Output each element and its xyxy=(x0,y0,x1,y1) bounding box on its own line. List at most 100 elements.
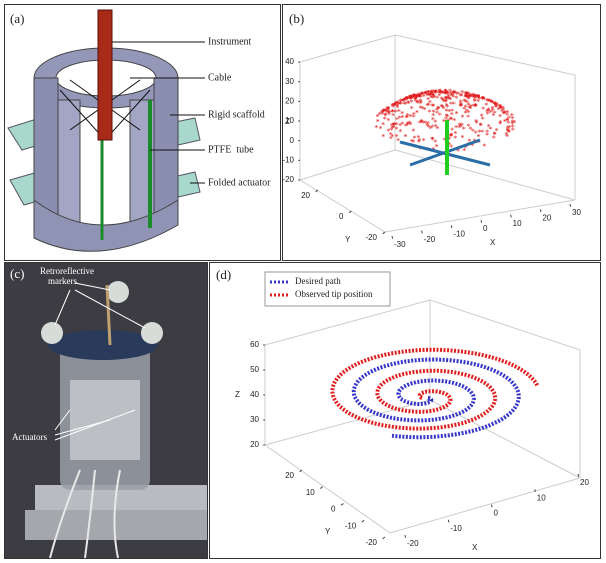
panel-label: (d) xyxy=(216,267,231,282)
point: * xyxy=(471,93,475,102)
point: * xyxy=(466,113,470,122)
point: * xyxy=(431,135,435,144)
point: * xyxy=(432,102,436,111)
tick-label: -10 xyxy=(450,524,462,533)
tick-label: 30 xyxy=(285,77,294,86)
tick-label: 20 xyxy=(250,440,259,449)
point: * xyxy=(482,95,486,104)
axis-label: Y xyxy=(325,527,331,536)
point: * xyxy=(461,113,465,122)
annotation: Folded actuator xyxy=(208,177,271,188)
annotation: PTFE tube xyxy=(208,144,254,155)
point: * xyxy=(458,121,462,130)
tick-mark xyxy=(540,209,541,212)
point: * xyxy=(416,134,420,143)
point: * xyxy=(453,134,457,143)
point: * xyxy=(423,119,427,128)
point: * xyxy=(375,113,379,122)
panel-label: (b) xyxy=(289,11,304,26)
tick-label: 40 xyxy=(285,57,294,66)
point: * xyxy=(381,133,385,142)
point: * xyxy=(401,97,405,106)
point: * xyxy=(396,136,400,145)
point: * xyxy=(437,104,441,113)
tick-label: 0 xyxy=(331,505,336,514)
point: * xyxy=(510,120,514,129)
tick-label: 10 xyxy=(537,493,546,502)
point: * xyxy=(500,107,504,116)
point: * xyxy=(462,146,466,155)
axis-label: Z xyxy=(235,390,240,399)
tick-mark xyxy=(422,231,423,234)
panel-label: (a) xyxy=(10,11,24,26)
tick-label: 20 xyxy=(285,471,294,480)
panel-label: (c) xyxy=(10,266,24,281)
annotation: Actuators xyxy=(12,432,47,442)
point: * xyxy=(460,134,464,143)
point: * xyxy=(408,95,412,104)
tick-label: 40 xyxy=(250,390,259,399)
point: * xyxy=(459,102,463,111)
tick-label: -20 xyxy=(365,233,377,242)
tick-label: 30 xyxy=(250,415,259,424)
tick-mark xyxy=(511,215,512,218)
point: * xyxy=(432,93,436,102)
tick-label: -20 xyxy=(424,235,436,244)
point: * xyxy=(398,122,402,131)
point: * xyxy=(489,125,493,134)
tick-label: 10 xyxy=(306,488,315,497)
point: * xyxy=(395,104,399,113)
point: * xyxy=(387,110,391,119)
tick-mark xyxy=(535,489,536,492)
point: * xyxy=(422,137,426,146)
tick-mark xyxy=(448,520,449,523)
tick-label: 60 xyxy=(250,340,259,349)
tick-label: -20 xyxy=(365,538,377,547)
annotation: markers xyxy=(48,276,77,286)
annotation: Rigid scaffold xyxy=(208,109,265,120)
annotation: Cable xyxy=(208,72,232,83)
tick-label: 30 xyxy=(572,208,581,217)
point: * xyxy=(374,123,378,132)
point: * xyxy=(405,94,409,103)
point: * xyxy=(435,124,439,133)
tick-mark xyxy=(405,535,406,538)
tick-label: 20 xyxy=(580,478,589,487)
tick-label: 20 xyxy=(301,191,310,200)
tick-mark xyxy=(578,474,579,477)
tick-label: 0 xyxy=(494,509,499,518)
tick-label: 0 xyxy=(339,212,344,221)
point: * xyxy=(465,99,469,108)
point: * xyxy=(455,94,459,103)
point: * xyxy=(406,120,410,129)
point: * xyxy=(474,129,478,138)
tick-mark xyxy=(481,220,482,223)
tick-label: 50 xyxy=(250,365,259,374)
point: * xyxy=(506,128,510,137)
point: * xyxy=(437,91,441,100)
point: * xyxy=(412,110,416,119)
tick-label: -10 xyxy=(282,155,294,164)
tick-label: 0 xyxy=(290,136,295,145)
point: * xyxy=(478,121,482,130)
point: * xyxy=(476,93,480,102)
axis-label: Z xyxy=(285,117,290,126)
tick-label: 20 xyxy=(542,213,551,222)
legend-label: Desired path xyxy=(295,276,341,286)
point: * xyxy=(498,118,502,127)
point: * xyxy=(413,97,417,106)
tick-label: -20 xyxy=(407,539,419,548)
tick-label: -10 xyxy=(345,521,357,530)
annotation: Retroreflective xyxy=(40,266,94,276)
legend-label: Observed tip position xyxy=(295,289,373,299)
point: * xyxy=(448,96,452,105)
tick-mark xyxy=(570,204,571,207)
axis-label: X xyxy=(490,238,496,247)
tick-label: -30 xyxy=(394,240,406,249)
tick-label: 0 xyxy=(483,224,488,233)
point: * xyxy=(421,105,425,114)
annotation: Instrument xyxy=(208,36,252,47)
point: * xyxy=(474,102,478,111)
point: * xyxy=(403,132,407,141)
point: * xyxy=(418,119,422,128)
